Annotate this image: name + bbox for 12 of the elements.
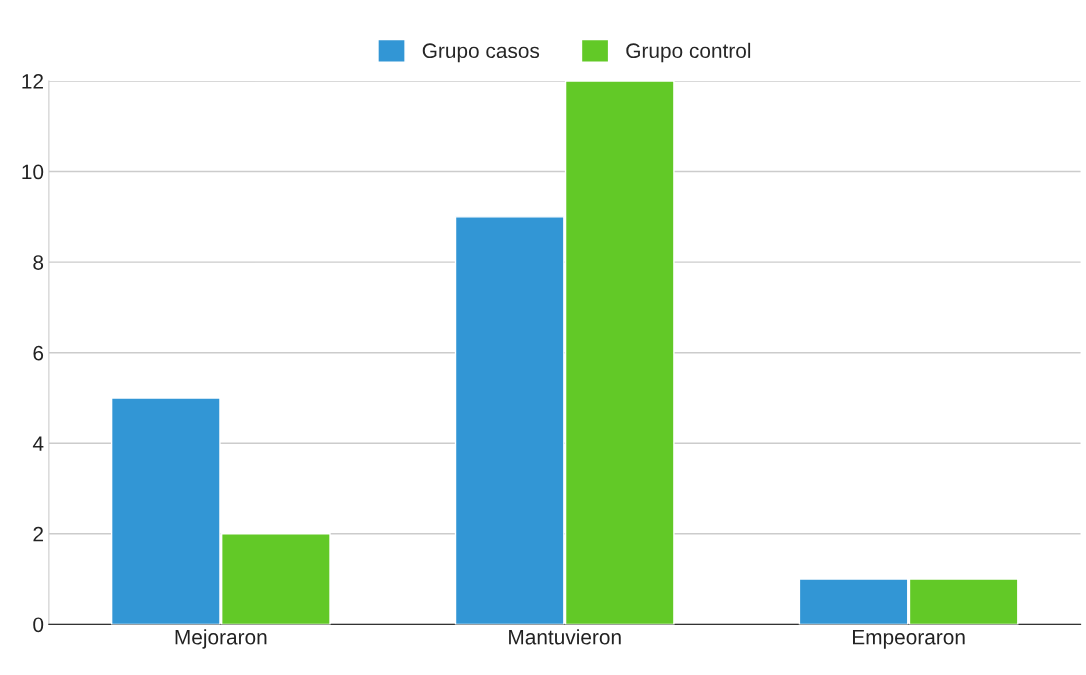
legend-label: Grupo casos [422, 43, 540, 63]
y-tick-label: 8 [33, 255, 44, 270]
y-tick-label: 4 [32, 436, 44, 451]
x-tick-label: Mejoraron [175, 629, 267, 649]
y-tick-label: 10 [22, 164, 44, 180]
y-tick-label: 0 [33, 617, 44, 633]
legend-label: Grupo control [626, 42, 751, 63]
y-tick-label: 2 [33, 526, 43, 542]
y-tick-label: 12 [22, 74, 43, 89]
x-tick-label: Mantuvieron [509, 629, 621, 645]
y-tick-label: 6 [33, 345, 44, 361]
x-tick-label: Empeoraron [853, 630, 965, 649]
